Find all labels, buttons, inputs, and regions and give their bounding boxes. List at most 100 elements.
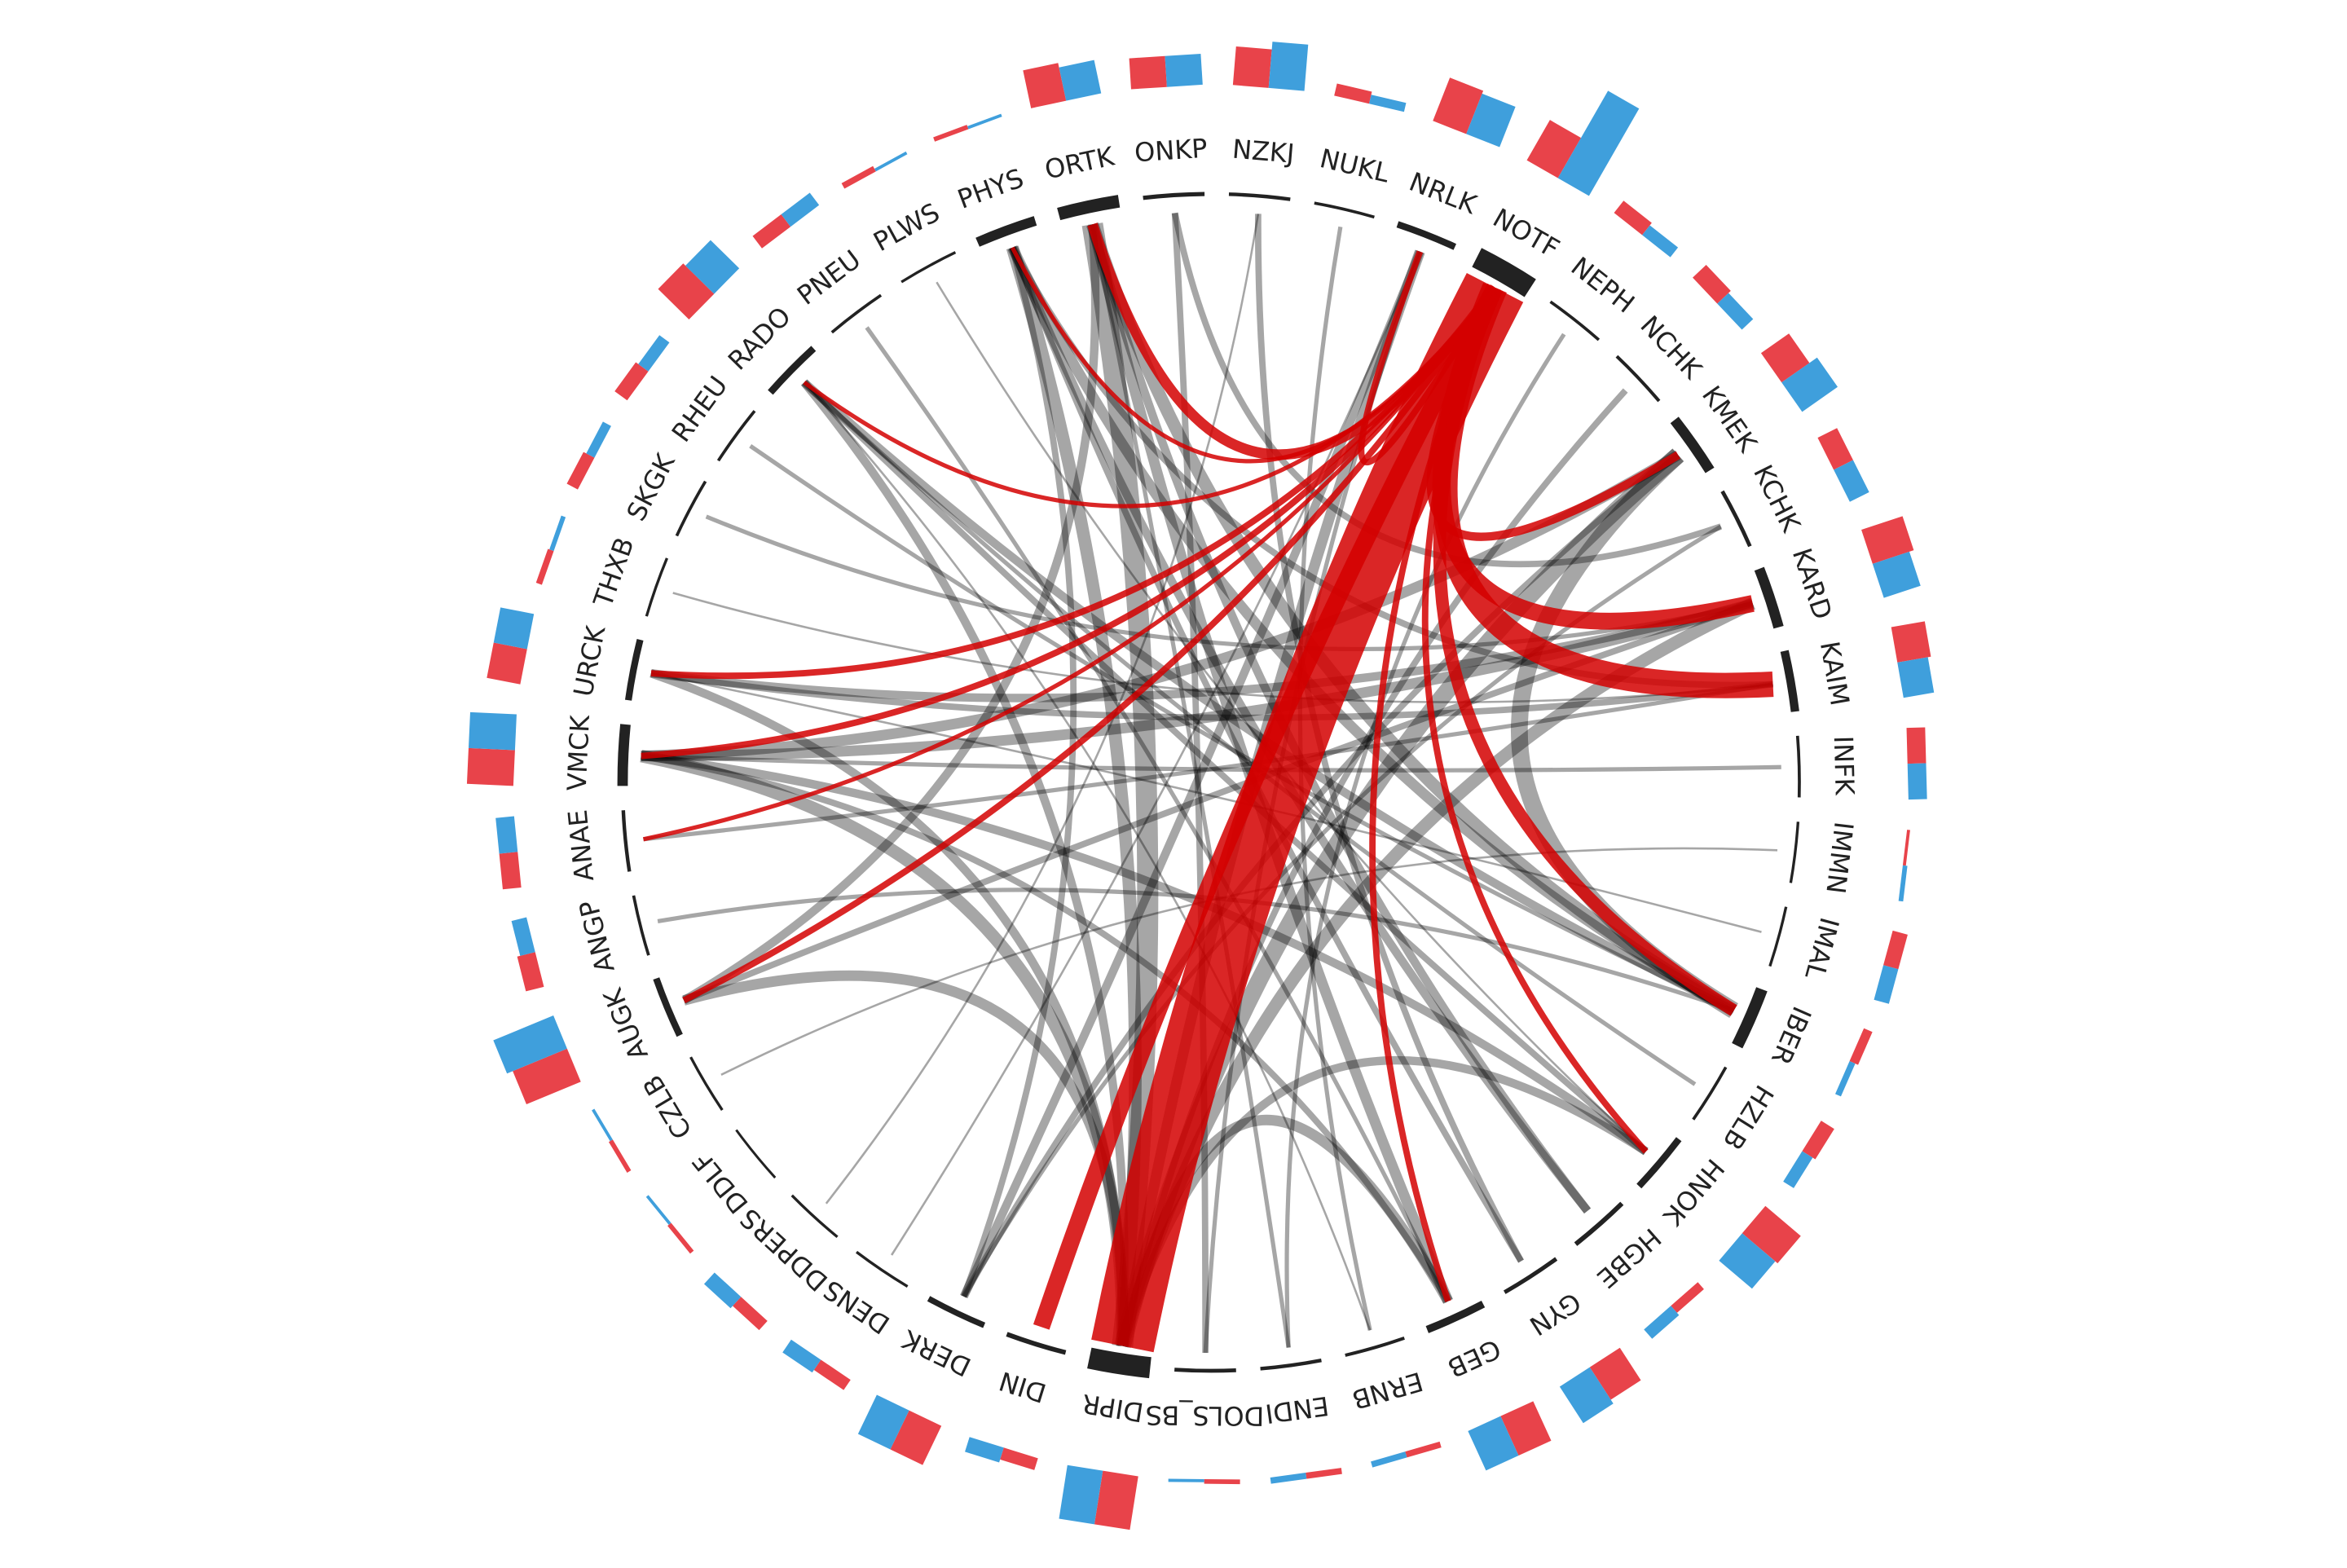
node: HNOK bbox=[1657, 1153, 1801, 1289]
blue-bar bbox=[1907, 763, 1927, 800]
node-label: AUGK bbox=[597, 984, 654, 1065]
red-bar bbox=[1760, 333, 1810, 383]
edge bbox=[682, 970, 1129, 1346]
node-label: DIN bbox=[996, 1365, 1050, 1409]
blue-bar bbox=[511, 917, 535, 956]
blue-bar bbox=[1644, 1306, 1680, 1339]
blue-bar bbox=[645, 1195, 672, 1225]
node-label: DENS bbox=[817, 1274, 895, 1340]
edge bbox=[650, 285, 1498, 680]
blue-bar bbox=[1872, 551, 1921, 598]
node: URCK bbox=[487, 607, 612, 699]
red-bar bbox=[1306, 1468, 1342, 1479]
node: DIPR bbox=[1059, 1388, 1146, 1531]
node: NEPH bbox=[1565, 200, 1679, 319]
red-bar bbox=[1902, 830, 1910, 866]
node-arc bbox=[830, 293, 883, 334]
node-label: KARD bbox=[1786, 544, 1838, 623]
node: KMEK bbox=[1696, 333, 1838, 459]
blue-bar bbox=[874, 151, 908, 172]
node-arc bbox=[1615, 355, 1661, 403]
node-arc bbox=[856, 1250, 909, 1288]
blue-bar bbox=[1874, 965, 1899, 1004]
red-bar bbox=[658, 263, 715, 319]
edge bbox=[650, 599, 1755, 703]
node-arc bbox=[645, 557, 669, 617]
node-arc bbox=[1260, 1359, 1322, 1371]
node-arc bbox=[1720, 490, 1752, 548]
node-label: NEPH bbox=[1565, 251, 1640, 319]
node-label: NOTF bbox=[1488, 202, 1565, 264]
node: IMAL bbox=[1799, 914, 1908, 1004]
node: ANAE bbox=[495, 808, 600, 890]
blue-bar bbox=[1717, 293, 1754, 330]
edge bbox=[803, 286, 1497, 509]
red-bar bbox=[1405, 1441, 1442, 1458]
edge bbox=[650, 672, 1762, 933]
blue-bar bbox=[1834, 460, 1869, 502]
blue-bar bbox=[468, 711, 517, 751]
node-arc bbox=[1549, 300, 1601, 341]
blue-bar bbox=[1642, 225, 1679, 258]
red-bar bbox=[1204, 1478, 1240, 1485]
node-label: ANGP bbox=[573, 897, 621, 976]
node-label: KAIM bbox=[1814, 639, 1856, 708]
node-label: DOLS_BS bbox=[1145, 1399, 1264, 1431]
node-label: ANAE bbox=[562, 808, 601, 883]
red-bar bbox=[1742, 1205, 1801, 1264]
blue-bar bbox=[1783, 1151, 1813, 1188]
node: IMMN bbox=[1820, 820, 1910, 902]
node-label: THXB bbox=[587, 533, 640, 611]
node-arc bbox=[900, 251, 957, 284]
edge bbox=[641, 752, 1451, 1303]
blue-bar bbox=[1557, 90, 1640, 196]
red-bar bbox=[841, 165, 876, 189]
node-arc bbox=[1670, 416, 1715, 473]
node-label: GYN bbox=[1524, 1286, 1587, 1341]
edge bbox=[643, 682, 1773, 842]
node: KAIM bbox=[1814, 621, 1935, 708]
blue-bar bbox=[592, 1108, 613, 1142]
edge bbox=[1011, 246, 1497, 464]
blue-bar bbox=[703, 1272, 742, 1309]
node-arc bbox=[1754, 566, 1784, 629]
node-arc bbox=[1692, 1066, 1728, 1121]
node: NRLK bbox=[1405, 77, 1516, 221]
edge bbox=[1284, 333, 1566, 1348]
node: NUKL bbox=[1317, 83, 1407, 189]
node-arc bbox=[1732, 987, 1768, 1049]
node-label: DDLF bbox=[686, 1146, 755, 1219]
blue-bar bbox=[1834, 1061, 1856, 1097]
red-bar bbox=[1023, 63, 1067, 108]
node: GEB bbox=[1443, 1333, 1552, 1471]
blue-bar bbox=[1781, 357, 1838, 412]
node-label: IMAL bbox=[1799, 914, 1845, 983]
red-bar bbox=[667, 1222, 694, 1254]
node-label: ENDI bbox=[1263, 1390, 1331, 1429]
node-label: NZKJ bbox=[1231, 134, 1296, 170]
node-label: HZLB bbox=[1716, 1080, 1780, 1156]
edge bbox=[749, 444, 1735, 1013]
blue-bar bbox=[1559, 1367, 1614, 1424]
red-bar bbox=[466, 747, 515, 786]
red-bar bbox=[890, 1410, 942, 1465]
node: THXB bbox=[535, 515, 641, 611]
node: DERK bbox=[857, 1324, 975, 1465]
node: KARD bbox=[1786, 516, 1921, 623]
node-arc bbox=[632, 895, 650, 956]
red-bar bbox=[1000, 1447, 1038, 1470]
node-label: KMEK bbox=[1696, 380, 1764, 458]
edge bbox=[1421, 286, 1649, 1154]
node-arc bbox=[1057, 195, 1121, 221]
red-bar bbox=[1129, 55, 1167, 90]
node-arc bbox=[1425, 1300, 1486, 1333]
edge bbox=[825, 214, 1260, 1205]
node: ANGP bbox=[511, 897, 621, 992]
red-bar bbox=[1526, 120, 1582, 178]
red-bar bbox=[1861, 516, 1914, 564]
red-bar bbox=[614, 362, 649, 401]
blue-bar bbox=[1268, 42, 1309, 91]
node-label: VMCK bbox=[561, 714, 596, 792]
blue-bar bbox=[1168, 1478, 1204, 1482]
blue-bar bbox=[549, 515, 566, 552]
